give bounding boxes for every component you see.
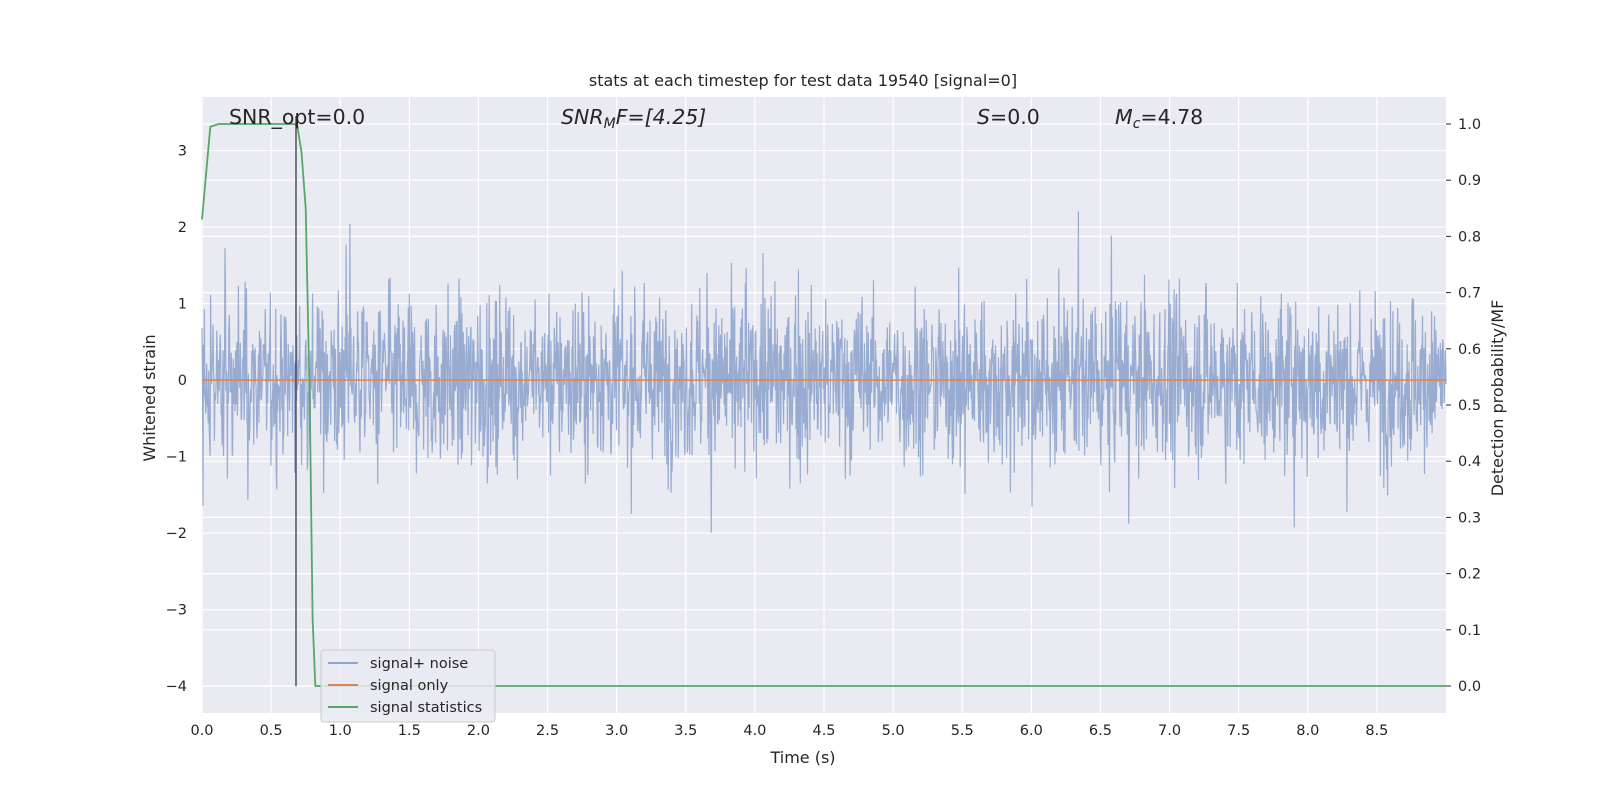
mc-base: M [1115,105,1133,129]
y-tick-label-right: 0.2 [1458,567,1481,583]
x-tick-label: 5.5 [951,723,974,739]
annotation-s: S=0.0 [977,105,1040,129]
y-tick-label-left: 3 [178,144,187,160]
left-y-axis-ticks: 3 2 1 0 −1 −2 −3 −4 [166,144,187,696]
y-tick-label-left: 2 [178,220,187,236]
snr-mf-sub: M [604,116,616,132]
y-tick-label-right: 0.7 [1458,286,1481,302]
chart-title: stats at each timestep for test data 195… [589,71,1017,90]
legend-label-signal-only: signal only [370,678,449,694]
y-tick-label-left: −1 [166,450,187,466]
legend-label-signal-statistics: signal statistics [370,700,482,716]
s-rest: =0.0 [990,105,1040,129]
y-tick-label-right: 0.4 [1458,454,1481,470]
annotation-mc: Mc=4.78 [1115,105,1203,132]
x-tick-label: 0.0 [190,723,213,739]
y-tick-label-right: 0.3 [1458,510,1481,526]
x-axis-ticks: 0.0 0.5 1.0 1.5 2.0 2.5 3.0 3.5 4.0 4.5 5.0 5.5 6.0 6… [190,723,1388,739]
annotation-snr-mf: SNRMF=[4.25] [561,105,706,132]
x-tick-label: 3.5 [674,723,697,739]
x-tick-label: 4.5 [812,723,835,739]
x-tick-label: 7.5 [1227,723,1250,739]
x-tick-label: 4.0 [743,723,766,739]
x-tick-label: 6.5 [1089,723,1112,739]
y-tick-label-right: 0.0 [1458,679,1481,695]
y-tick-label-right: 0.1 [1458,623,1481,639]
legend-box [320,649,496,723]
mc-rest: =4.78 [1140,105,1203,129]
x-tick-label: 5.0 [882,723,905,739]
series-signal-plus-noise [201,211,1447,533]
y-tick-label-right: 0.5 [1458,398,1481,414]
y-tick-label-right: 1.0 [1458,117,1481,133]
y-tick-label-left: 0 [178,373,187,389]
x-tick-label: 7.0 [1158,723,1181,739]
x-tick-label: 6.0 [1020,723,1043,739]
y-axis-label-right: Detection probability/MF [1488,300,1507,497]
x-tick-label: 3.0 [605,723,628,739]
mc-sub: c [1133,116,1141,132]
series-signal-statistics [201,123,1446,687]
legend: signal+ noise signal only signal statist… [320,649,496,723]
noise-line [201,211,1447,533]
x-tick-label: 8.5 [1365,723,1388,739]
x-tick-label: 0.5 [260,723,283,739]
x-tick-label: 1.0 [329,723,352,739]
y-axis-label-left: Whitened strain [140,334,159,461]
x-tick-label: 2.5 [536,723,559,739]
y-tick-label-left: −3 [166,603,187,619]
y-tick-label-right: 0.8 [1458,229,1481,245]
snr-mf-rest: F=[4.25] [616,105,707,129]
y-tick-label-right: 0.6 [1458,342,1481,358]
legend-label-signal-plus-noise: signal+ noise [370,656,468,672]
x-axis-label: Time (s) [769,748,835,767]
x-tick-label: 2.0 [467,723,490,739]
annotation-snr-opt: SNR_opt=0.0 [229,105,365,130]
x-tick-label: 8.0 [1296,723,1319,739]
snr-mf-base: SNR [561,105,604,129]
y-tick-label-left: −4 [166,679,187,695]
y-tick-label-left: −2 [166,526,187,542]
y-tick-label-left: 1 [178,297,187,313]
y-tick-label-right: 0.9 [1458,173,1481,189]
s-base: S [977,105,990,129]
signal-statistics-line [201,123,1446,687]
right-y-axis-ticks: 1.0 0.9 0.8 0.7 0.6 0.5 0.4 0.3 0.2 0.1 0.0 [1446,117,1481,695]
x-tick-label: 1.5 [398,723,421,739]
